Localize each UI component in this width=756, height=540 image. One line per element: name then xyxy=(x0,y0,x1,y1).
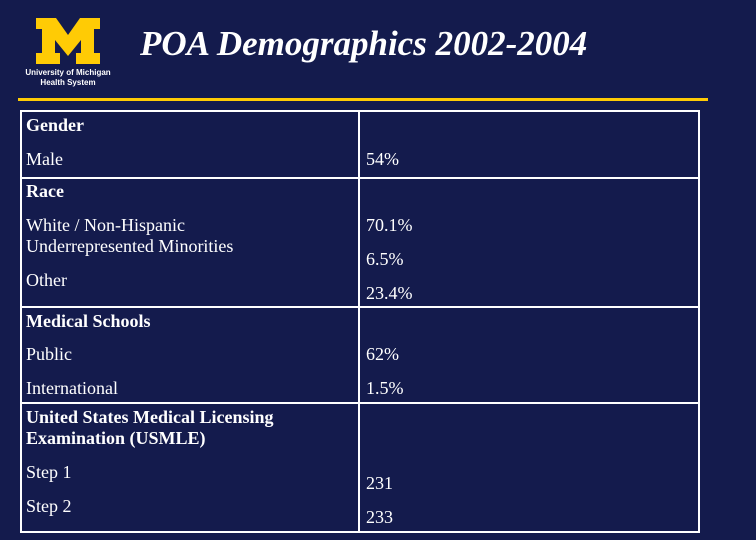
white-label: White / Non-Hispanic xyxy=(26,215,185,235)
logo-wordmark: University of Michigan Health System xyxy=(18,68,118,88)
logo-health-line: Health System xyxy=(40,78,96,87)
race-heading: Race xyxy=(26,181,64,201)
logo-university-line: University of Michigan xyxy=(25,68,111,77)
page-title: POA Demographics 2002-2004 xyxy=(140,24,588,63)
white-value: 70.1% xyxy=(366,215,413,235)
gender-heading: Gender xyxy=(26,115,84,135)
university-logo: University of Michigan Health System xyxy=(18,18,118,96)
row-divider-schools xyxy=(20,402,700,404)
public-label: Public xyxy=(26,344,73,364)
usmle-heading-line2: Examination (USMLE) xyxy=(26,428,206,448)
international-value: 1.5% xyxy=(366,378,404,398)
male-value: 54% xyxy=(366,149,399,169)
public-value: 62% xyxy=(366,344,399,364)
urm-label: Underrepresented Minorities xyxy=(26,236,234,256)
urm-value: 6.5% xyxy=(366,249,404,269)
schools-heading: Medical Schools xyxy=(26,311,151,331)
row-divider-gender xyxy=(20,177,700,179)
title-divider xyxy=(18,98,708,101)
step2-value: 233 xyxy=(366,507,393,527)
other-value: 23.4% xyxy=(366,283,413,303)
block-m-icon xyxy=(36,18,100,64)
international-label: International xyxy=(26,378,118,398)
step1-value: 231 xyxy=(366,473,393,493)
step1-label: Step 1 xyxy=(26,462,72,482)
step2-label: Step 2 xyxy=(26,496,72,516)
column-divider xyxy=(358,111,360,532)
other-label: Other xyxy=(26,270,67,290)
row-divider-race xyxy=(20,306,700,308)
usmle-heading-line1: United States Medical Licensing xyxy=(26,407,274,427)
demographics-table xyxy=(20,110,700,533)
male-label: Male xyxy=(26,149,63,169)
